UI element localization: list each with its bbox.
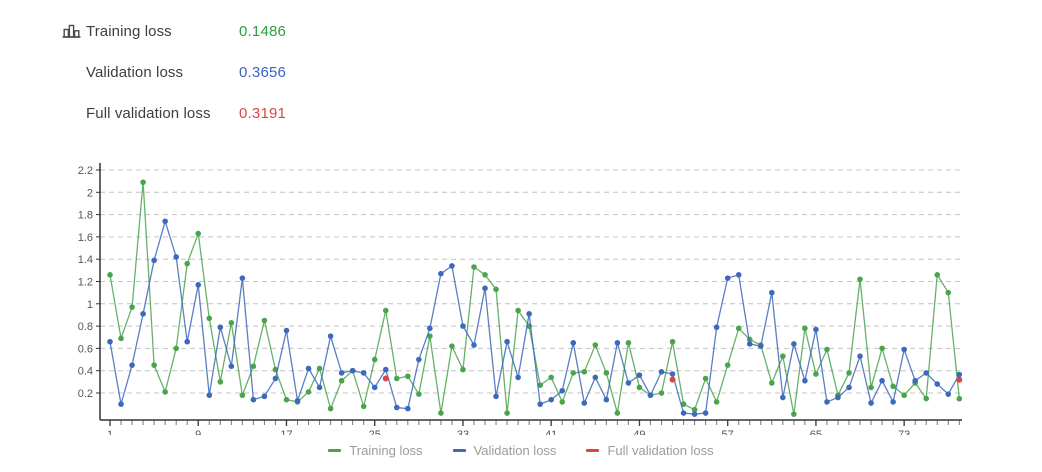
metric-label: Training loss [86,22,172,40]
legend-swatch-blue [452,449,466,452]
bar-chart-icon [62,22,82,40]
metric-row-full-validation-loss: Full validation loss 0.3191 [62,103,286,123]
svg-text:1: 1 [87,299,93,311]
svg-text:33: 33 [457,429,469,435]
svg-text:25: 25 [369,429,381,435]
legend-item-training-loss: Training loss [328,443,423,458]
legend-label: Full validation loss [607,443,714,458]
metric-value-validation-loss: 0.3656 [239,63,287,81]
svg-text:49: 49 [633,429,645,435]
loss-chart: 0.2 0.4 0.6 0.8 1 1.2 1.4 1.6 1.8 2 2.2 1 9 17 25 33 41 4… [78,163,963,441]
legend-item-full-validation-loss: Full validation loss [586,443,714,458]
svg-text:57: 57 [722,429,734,435]
svg-text:2: 2 [87,187,93,199]
chart-legend: Training loss Validation loss Full valid… [0,443,1042,458]
metric-value-full-validation-loss: 0.3191 [239,104,287,122]
svg-text:41: 41 [545,429,557,435]
svg-text:1.2: 1.2 [78,277,93,289]
legend-swatch-green [328,449,342,452]
svg-text:17: 17 [280,429,292,435]
metric-row-validation-loss: Validation loss 0.3656 [62,62,286,82]
svg-text:1.6: 1.6 [78,232,93,244]
svg-text:1.4: 1.4 [78,254,93,266]
svg-text:2.2: 2.2 [78,165,93,177]
metric-label: Full validation loss [86,104,211,122]
svg-text:0.6: 0.6 [78,343,93,355]
svg-text:0.4: 0.4 [78,366,93,378]
legend-label: Training loss [349,443,423,458]
svg-text:65: 65 [810,429,822,435]
loss-chart-area: 0.2 0.4 0.6 0.8 1 1.2 1.4 1.6 1.8 2 2.2 1 9 17 25 33 41 4… [0,150,1042,441]
metric-value-training-loss: 0.1486 [239,22,287,40]
svg-text:73: 73 [898,429,910,435]
icon-spacer [62,104,86,122]
svg-text:1.8: 1.8 [78,210,93,222]
svg-text:0.2: 0.2 [78,388,93,400]
icon-spacer [62,63,86,81]
legend-item-validation-loss: Validation loss [452,443,557,458]
legend-swatch-red [586,449,600,452]
svg-text:9: 9 [195,429,201,435]
metric-label: Validation loss [86,63,184,81]
metric-row-training-loss: Training loss 0.1486 [62,21,286,41]
legend-label: Validation loss [473,443,557,458]
svg-text:1: 1 [107,429,113,435]
svg-text:0.8: 0.8 [78,321,93,333]
